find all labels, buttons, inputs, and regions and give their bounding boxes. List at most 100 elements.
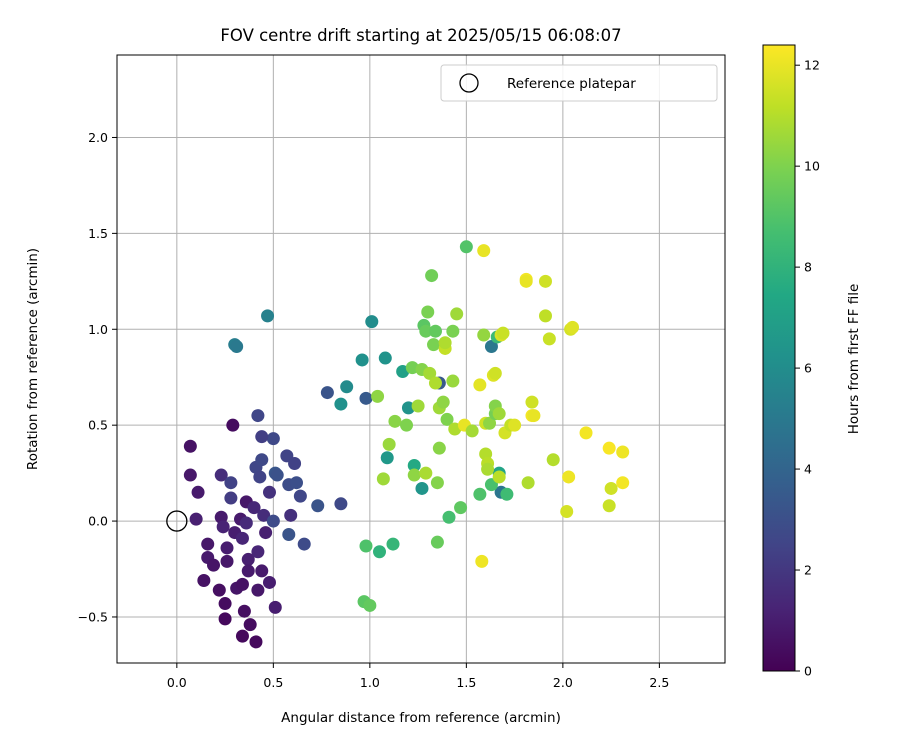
colorbar-tick-label: 12 — [804, 58, 820, 73]
scatter-point — [218, 612, 232, 626]
y-axis-label: Rotation from reference (arcmin) — [25, 248, 41, 470]
legend-box — [440, 64, 718, 102]
scatter-point — [212, 583, 226, 597]
scatter-point — [602, 441, 616, 455]
scatter-point — [259, 526, 273, 540]
x-tick-label: 0.0 — [167, 675, 187, 690]
scatter-point — [438, 336, 452, 350]
scatter-point — [183, 468, 197, 482]
scatter-point — [616, 476, 630, 490]
scatter-point — [579, 426, 593, 440]
scatter-point — [436, 395, 450, 409]
scatter-point — [235, 531, 249, 545]
colorbar-tick-label: 6 — [804, 361, 812, 376]
scatter-point — [311, 499, 325, 513]
legend: Reference platepar — [440, 64, 718, 102]
scatter-point — [423, 366, 437, 380]
scatter-point — [216, 520, 230, 534]
scatter-point — [401, 401, 415, 415]
scatter-point — [359, 391, 373, 405]
colorbar-tick-label: 4 — [804, 462, 812, 477]
scatter-point — [566, 320, 580, 334]
scatter-point — [411, 399, 425, 413]
colorbar-label: Hours from first FF file — [846, 284, 862, 435]
scatter-point — [421, 305, 435, 319]
colorbar-tick-label: 8 — [804, 260, 812, 275]
data-points — [183, 240, 630, 649]
legend-label: Reference platepar — [507, 76, 636, 92]
scatter-point — [527, 409, 541, 423]
scatter-point — [334, 497, 348, 511]
scatter-point — [442, 510, 456, 524]
scatter-point — [473, 378, 487, 392]
scatter-point — [224, 476, 238, 490]
scatter-point — [542, 332, 556, 346]
scatter-point — [288, 457, 302, 471]
x-tick-label: 2.0 — [553, 675, 573, 690]
scatter-point — [334, 397, 348, 411]
scatter-point — [481, 462, 495, 476]
scatter-point — [266, 432, 280, 446]
scatter-point — [407, 468, 421, 482]
reference-platepar-marker — [166, 510, 188, 532]
scatter-point — [419, 324, 433, 338]
scatter-point — [262, 485, 276, 499]
scatter-point — [197, 574, 211, 588]
scatter-point — [243, 618, 257, 632]
scatter-point — [376, 472, 390, 486]
scatter-point — [220, 541, 234, 555]
scatter-point — [454, 501, 468, 515]
scatter-point — [500, 487, 514, 501]
scatter-point — [450, 307, 464, 321]
scatter-point — [226, 418, 240, 432]
scatter-point — [388, 414, 402, 428]
scatter-point — [496, 326, 510, 340]
scatter-point — [440, 412, 454, 426]
scatter-point — [446, 374, 460, 388]
y-axis-ticks: −0.5 0.0 0.5 1.0 1.5 2.0 — [78, 130, 117, 624]
scatter-point — [546, 453, 560, 467]
x-tick-label: 2.5 — [649, 675, 669, 690]
scatter-point — [488, 366, 502, 380]
scatter-point — [255, 453, 269, 467]
y-tick-label: 1.5 — [88, 226, 108, 241]
scatter-point — [261, 309, 275, 323]
scatter-point — [218, 597, 232, 611]
scatter-point — [255, 430, 269, 444]
scatter-point — [268, 600, 282, 614]
chart-title: FOV centre drift starting at 2025/05/15 … — [220, 26, 621, 45]
x-tick-label: 1.0 — [360, 675, 380, 690]
scatter-point — [405, 361, 419, 375]
x-tick-label: 0.5 — [263, 675, 283, 690]
scatter-point — [427, 338, 441, 352]
scatter-point — [538, 309, 552, 323]
scatter-point — [419, 466, 433, 480]
scatter-point — [483, 416, 497, 430]
scatter-point — [239, 516, 253, 530]
colorbar-tick-label: 10 — [804, 159, 820, 174]
reference-marker — [166, 510, 188, 532]
scatter-point — [477, 328, 491, 342]
scatter-point — [247, 501, 261, 515]
scatter-point — [508, 418, 522, 432]
scatter-point — [251, 583, 265, 597]
scatter-point — [616, 445, 630, 459]
y-tick-label: 0.0 — [88, 514, 108, 529]
scatter-point — [249, 635, 263, 649]
scatter-point — [266, 514, 280, 528]
scatter-point — [428, 376, 442, 390]
scatter-point — [475, 554, 489, 568]
scatter-point — [220, 554, 234, 568]
scatter-point — [562, 470, 576, 484]
colorbar: 0 2 4 6 8 10 12 Hours from first FF file — [762, 44, 862, 679]
scatter-point — [191, 485, 205, 499]
colorbar-ticks: 0 2 4 6 8 10 12 — [795, 58, 820, 679]
scatter-point — [251, 409, 265, 423]
scatter-point — [560, 504, 574, 518]
scatter-point — [415, 481, 429, 495]
scatter-point — [224, 491, 238, 505]
scatter-point — [214, 468, 228, 482]
scatter-point — [371, 389, 385, 403]
